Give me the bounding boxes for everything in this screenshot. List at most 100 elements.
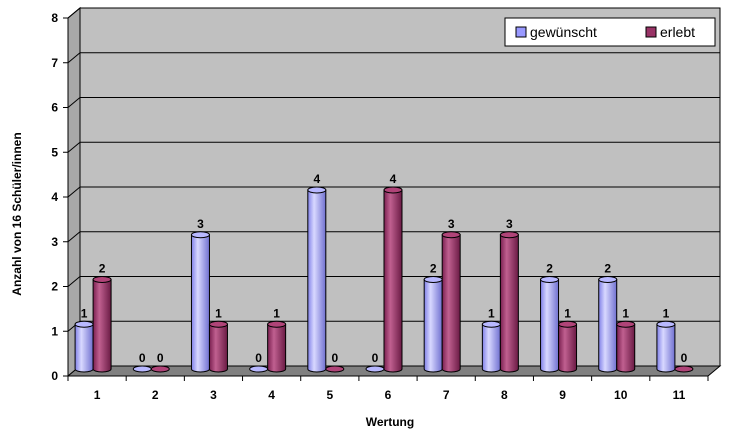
- bar-body: [423, 279, 443, 373]
- data-label: 4: [313, 172, 320, 186]
- bar-top: [616, 320, 636, 328]
- y-axis-title: Anzahl von 16 Schüler/innen: [10, 132, 24, 295]
- data-label: 0: [139, 351, 146, 365]
- legend-box: [504, 17, 716, 47]
- data-label: 1: [488, 306, 495, 320]
- bar-top: [267, 320, 287, 328]
- bar-body: [190, 234, 210, 373]
- x-tick-label: 5: [326, 388, 333, 402]
- bar-top: [558, 320, 578, 328]
- gridline-diag: [67, 97, 81, 108]
- data-label: 1: [622, 306, 629, 320]
- gridline-diag: [67, 141, 81, 153]
- bar-gewuenscht-3: 3: [190, 217, 210, 373]
- legend-swatch-erlebt: [645, 26, 657, 38]
- bar-body: [383, 189, 403, 373]
- x-tick-label: 7: [443, 388, 450, 402]
- gridline-diag: [67, 7, 81, 19]
- data-label: 0: [255, 351, 262, 365]
- gridline-diag: [67, 52, 81, 64]
- bar-top: [674, 365, 694, 373]
- bar-body: [481, 323, 501, 373]
- legend-label-gewuenscht: gewünscht: [530, 24, 597, 40]
- legend-swatch-gewuenscht: [515, 26, 527, 38]
- y-axis-ticks: 0 1 2 3 4 5 6 7 8: [51, 11, 68, 383]
- bar-top: [540, 276, 560, 283]
- bar-top: [92, 276, 112, 283]
- bar-top: [150, 365, 170, 373]
- bar-top: [441, 231, 461, 239]
- bar-gewuenscht-7: 2: [423, 262, 443, 373]
- data-label: 4: [390, 172, 397, 186]
- bar-body: [307, 189, 327, 373]
- data-label: 0: [681, 351, 688, 365]
- y-tick-label: 1: [51, 324, 58, 338]
- x-axis-title: Wertung: [366, 415, 414, 429]
- bar-top: [74, 320, 94, 328]
- data-label: 3: [506, 217, 513, 231]
- data-label: 0: [372, 351, 379, 365]
- data-label: 2: [604, 262, 611, 276]
- x-tick-label: 9: [559, 388, 566, 402]
- data-label: 1: [81, 306, 88, 320]
- bars: 1 0 3 0 4 0 2 1 2 2 1 2 0 1 1 0 4 3 3 1 1 0: [74, 172, 694, 373]
- bar-erlebt-11: 0: [674, 351, 694, 373]
- bar-top: [598, 276, 618, 283]
- y-tick-label: 8: [51, 11, 58, 25]
- bar-gewuenscht-8: 1: [481, 306, 501, 373]
- bar-body: [616, 323, 636, 373]
- data-label: 1: [273, 306, 280, 320]
- bar-erlebt-8: 3: [499, 217, 519, 373]
- bar-top: [249, 365, 269, 373]
- bar-top: [365, 365, 385, 373]
- x-tick-label: 1: [94, 388, 101, 402]
- bar-top: [383, 186, 403, 194]
- y-tick-label: 4: [51, 190, 58, 204]
- y-tick-label: 0: [51, 369, 58, 383]
- x-axis-ticks: 1 2 3 4 5 6 7 8 9 10 11: [67, 376, 709, 402]
- y-tick-label: 6: [51, 101, 58, 115]
- y-tick-label: 7: [51, 56, 58, 70]
- bar-erlebt-5: 0: [325, 351, 345, 373]
- x-tick-label: 2: [152, 388, 159, 402]
- bar-body: [208, 323, 228, 373]
- bar-top: [481, 320, 501, 328]
- legend: gewünscht erlebt: [504, 17, 716, 47]
- gridline-diag: [67, 231, 81, 243]
- bar-erlebt-4: 1: [267, 306, 287, 373]
- bar-erlebt-7: 3: [441, 217, 461, 373]
- bar-top: [307, 186, 327, 194]
- x-tick-label: 11: [673, 388, 686, 402]
- data-label: 0: [157, 351, 164, 365]
- bar-erlebt-6: 4: [383, 172, 403, 373]
- bar-top: [132, 365, 152, 373]
- x-tick-label: 3: [210, 388, 217, 402]
- y-tick-label: 3: [51, 235, 58, 249]
- bar-body: [441, 234, 461, 373]
- x-tick-label: 6: [385, 388, 392, 402]
- bar-top: [423, 276, 443, 283]
- bar-top: [190, 231, 210, 239]
- y-tick-label: 2: [51, 280, 58, 294]
- bar-gewuenscht-10: 2: [598, 262, 618, 373]
- data-label: 1: [564, 306, 571, 320]
- gridline-diag: [67, 276, 81, 287]
- data-label: 2: [430, 262, 437, 276]
- bar-top: [656, 320, 676, 328]
- x-tick-label: 4: [268, 388, 275, 402]
- bar-erlebt-2: 0: [150, 351, 170, 373]
- data-label: 3: [448, 217, 455, 231]
- bar-erlebt-9: 1: [558, 306, 578, 373]
- bar-erlebt-10: 1: [616, 306, 636, 373]
- bar-top: [208, 320, 228, 328]
- bar-body: [499, 234, 519, 373]
- bar-top: [325, 365, 345, 373]
- data-label: 3: [197, 217, 204, 231]
- bar-gewuenscht-9: 2: [540, 262, 560, 373]
- bar-gewuenscht-5: 4: [307, 172, 327, 373]
- legend-label-erlebt: erlebt: [660, 24, 695, 40]
- bar-body: [558, 323, 578, 373]
- data-label: 1: [215, 306, 222, 320]
- bar-erlebt-3: 1: [208, 306, 228, 373]
